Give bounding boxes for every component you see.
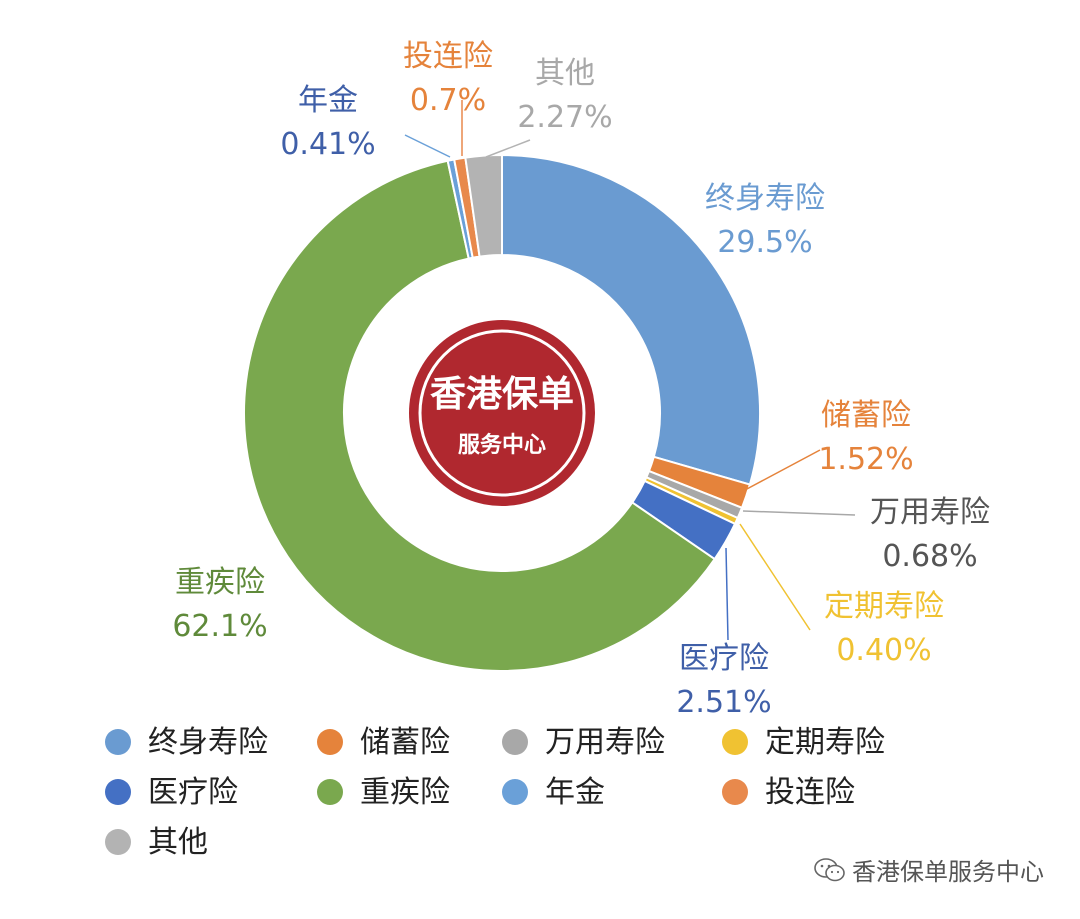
center-badge-ring (418, 329, 586, 497)
slice-label-value-cat-4: 2.51% (676, 685, 771, 720)
leader-line-cat-1 (744, 449, 821, 491)
legend-label-cat-2: 万用寿险 (545, 725, 665, 760)
legend-swatch-cat-4 (105, 779, 131, 805)
leader-line-cat-2 (742, 510, 856, 516)
slice-label-value-cat-5: 62.1% (172, 609, 267, 644)
slice-label-value-cat-8: 2.27% (517, 100, 612, 135)
slice-label-name-cat-7: 投连险 (403, 39, 493, 74)
leader-line-cat-4 (725, 547, 729, 641)
leader-lines-group (404, 100, 856, 641)
legend-label-cat-4: 医疗险 (148, 775, 238, 810)
legend-swatch-cat-8 (105, 829, 131, 855)
legend-swatch-cat-0 (105, 729, 131, 755)
legend-label-cat-0: 终身寿险 (148, 725, 268, 760)
legend-swatch-cat-7 (722, 779, 748, 805)
legend-swatch-cat-1 (317, 729, 343, 755)
leader-line-cat-8 (485, 139, 531, 158)
slice-cat-8 (464, 153, 503, 258)
watermark: 香港保单服务中心 (814, 852, 1044, 887)
slice-label-name-cat-1: 储蓄险 (821, 398, 911, 433)
legend-label-cat-3: 定期寿险 (765, 725, 885, 760)
watermark-text: 香港保单服务中心 (852, 858, 1044, 886)
slice-label-value-cat-1: 1.52% (818, 442, 913, 477)
legend-swatch-cat-6 (502, 779, 528, 805)
legend-label-cat-1: 储蓄险 (360, 725, 450, 760)
slice-label-name-cat-4: 医疗险 (679, 641, 769, 676)
legend-label-cat-7: 投连险 (765, 775, 855, 810)
slice-label-value-cat-0: 29.5% (717, 225, 812, 260)
slice-label-name-cat-2: 万用寿险 (870, 495, 990, 530)
center-badge-title: 香港保单 (430, 374, 574, 415)
slice-label-name-cat-6: 年金 (298, 83, 358, 118)
slice-cat-5 (243, 159, 717, 672)
leader-line-cat-6 (404, 134, 451, 158)
slice-labels-group: 终身寿险 29.5% 储蓄险 1.52% 万用寿险 0.68% 定期寿险 0.40% 医疗险 2.… (172, 39, 990, 720)
slice-label-value-cat-3: 0.40% (836, 633, 931, 668)
slice-label-name-cat-5: 重疾险 (175, 565, 265, 600)
slice-label-name-cat-3: 定期寿险 (824, 589, 944, 624)
slice-label-value-cat-7: 0.7% (410, 83, 486, 118)
slice-cat-0 (501, 153, 761, 486)
legend-swatch-cat-3 (722, 729, 748, 755)
legend-label-cat-6: 年金 (545, 775, 605, 810)
slices-group (243, 153, 761, 672)
legend-label-cat-5: 重疾险 (360, 775, 450, 810)
slice-label-value-cat-6: 0.41% (280, 127, 375, 162)
slice-label-value-cat-2: 0.68% (882, 539, 977, 574)
slice-label-name-cat-0: 终身寿险 (705, 181, 825, 216)
legend-swatch-cat-2 (502, 729, 528, 755)
wechat-icon (814, 857, 845, 881)
center-badge: 香港保单 服务中心 (409, 320, 595, 506)
legend-label-cat-8: 其他 (148, 825, 208, 860)
center-badge-circle (409, 320, 595, 506)
legend-swatch-cat-5 (317, 779, 343, 805)
leader-line-cat-3 (739, 523, 811, 631)
slice-label-name-cat-8: 其他 (535, 56, 595, 91)
center-badge-subtitle: 服务中心 (458, 433, 546, 458)
